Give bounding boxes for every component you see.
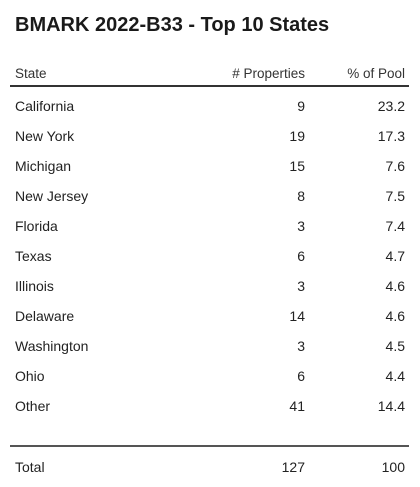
table-row: Delaware 14 4.6: [10, 308, 409, 328]
total-row: Total 127 100: [10, 459, 409, 479]
total-pct: 100: [381, 459, 405, 475]
header-properties: # Properties: [232, 66, 305, 81]
properties-cell: 6: [297, 368, 305, 384]
pct-of-pool-cell: 7.6: [385, 158, 405, 174]
table-row: New Jersey 8 7.5: [10, 188, 409, 208]
state-cell: New York: [15, 128, 75, 144]
pct-of-pool-cell: 4.6: [385, 308, 405, 324]
pct-of-pool-cell: 14.4: [377, 398, 405, 414]
properties-cell: 3: [297, 218, 305, 234]
properties-cell: 3: [297, 278, 305, 294]
table-row: Washington 3 4.5: [10, 338, 409, 358]
table-row: Ohio 6 4.4: [10, 368, 409, 388]
state-cell: Texas: [15, 248, 52, 264]
table-row: New York 19 17.3: [10, 128, 409, 148]
properties-cell: 15: [289, 158, 305, 174]
total-divider: [10, 445, 409, 447]
properties-cell: 9: [297, 98, 305, 114]
pct-of-pool-cell: 7.4: [385, 218, 405, 234]
header-state: State: [15, 66, 47, 81]
state-cell: Ohio: [15, 368, 45, 384]
pct-of-pool-cell: 4.6: [385, 278, 405, 294]
state-cell: Michigan: [15, 158, 72, 174]
properties-cell: 8: [297, 188, 305, 204]
properties-cell: 41: [289, 398, 305, 414]
properties-cell: 14: [289, 308, 305, 324]
state-cell: New Jersey: [15, 188, 89, 204]
table-row: California 9 23.2: [10, 98, 409, 118]
table-row: Michigan 15 7.6: [10, 158, 409, 178]
properties-cell: 3: [297, 338, 305, 354]
state-cell: Illinois: [15, 278, 54, 294]
properties-cell: 6: [297, 248, 305, 264]
total-properties: 127: [281, 459, 305, 475]
pct-of-pool-cell: 4.5: [385, 338, 405, 354]
pct-of-pool-cell: 7.5: [385, 188, 405, 204]
state-cell: California: [15, 98, 75, 114]
state-cell: Other: [15, 398, 51, 414]
table-row: Other 41 14.4: [10, 398, 409, 418]
header-pct-of-pool: % of Pool: [347, 66, 405, 81]
state-cell: Washington: [15, 338, 89, 354]
table-header: State # Properties % of Pool: [10, 66, 409, 87]
pct-of-pool-cell: 4.4: [385, 368, 405, 384]
table-row: Illinois 3 4.6: [10, 278, 409, 298]
state-cell: Delaware: [15, 308, 75, 324]
pct-of-pool-cell: 17.3: [377, 128, 405, 144]
table-row: Texas 6 4.7: [10, 248, 409, 268]
state-cell: Florida: [15, 218, 58, 234]
pct-of-pool-cell: 23.2: [377, 98, 405, 114]
total-label: Total: [15, 459, 45, 475]
pct-of-pool-cell: 4.7: [385, 248, 405, 264]
chart-title: BMARK 2022-B33 - Top 10 States: [15, 14, 330, 36]
table-row: Florida 3 7.4: [10, 218, 409, 238]
properties-cell: 19: [289, 128, 305, 144]
